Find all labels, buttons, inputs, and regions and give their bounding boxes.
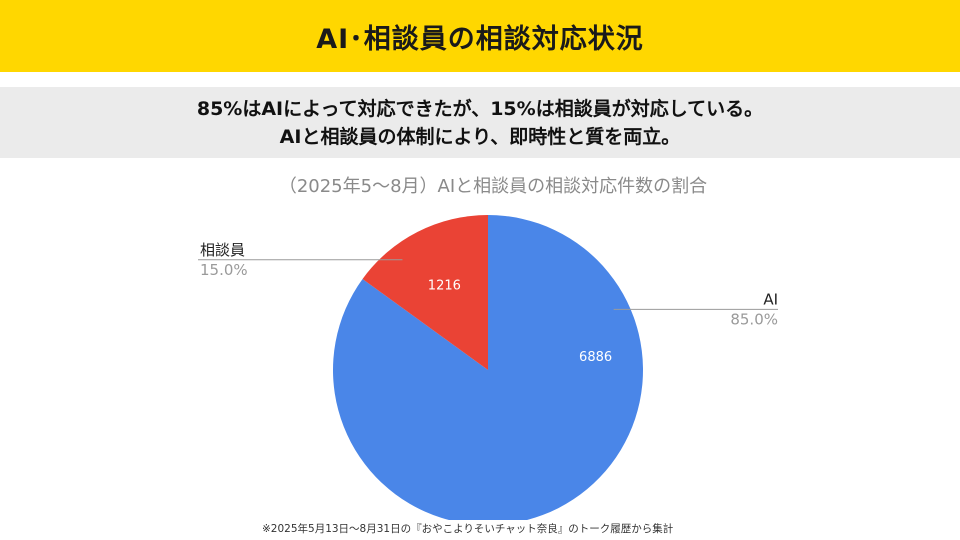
chart-title: （2025年5〜8月）AIと相談員の相談対応件数の割合	[279, 176, 707, 197]
footnote: ※2025年5月13日〜8月31日の『おやこよりそいチャット奈良』のトーク履歴か…	[262, 523, 674, 535]
legend-percent-0: 85.0%	[730, 310, 778, 328]
slice-value-label-1: 1216	[428, 278, 461, 293]
pie-chart: （2025年5〜8月）AIと相談員の相談対応件数の割合 6886 1216 AI 8…	[198, 176, 778, 520]
legend-percent-1: 15.0%	[200, 261, 248, 279]
legend-label-1: 相談員	[200, 241, 245, 259]
pie-slice-0	[333, 215, 643, 520]
legend-label-0: AI	[763, 290, 778, 308]
summary-line-1: 85%はAIによって対応できたが、15%は相談員が対応している。	[196, 97, 764, 120]
title-bar: AI･相談員の相談対応状況	[0, 0, 960, 72]
page-title: AI･相談員の相談対応状況	[316, 23, 644, 55]
summary-message-box: 85%はAIによって対応できたが、15%は相談員が対応している。 AIと相談員の…	[0, 87, 960, 158]
summary-line-2: AIと相談員の体制により、即時性と質を両立。	[279, 125, 681, 148]
slice-value-label-0: 6886	[579, 350, 612, 365]
pie-slice-1	[362, 215, 488, 370]
pie-legends: AI 85.0% 相談員 15.0%	[198, 241, 778, 328]
pie-slices: 6886 1216	[333, 215, 643, 520]
